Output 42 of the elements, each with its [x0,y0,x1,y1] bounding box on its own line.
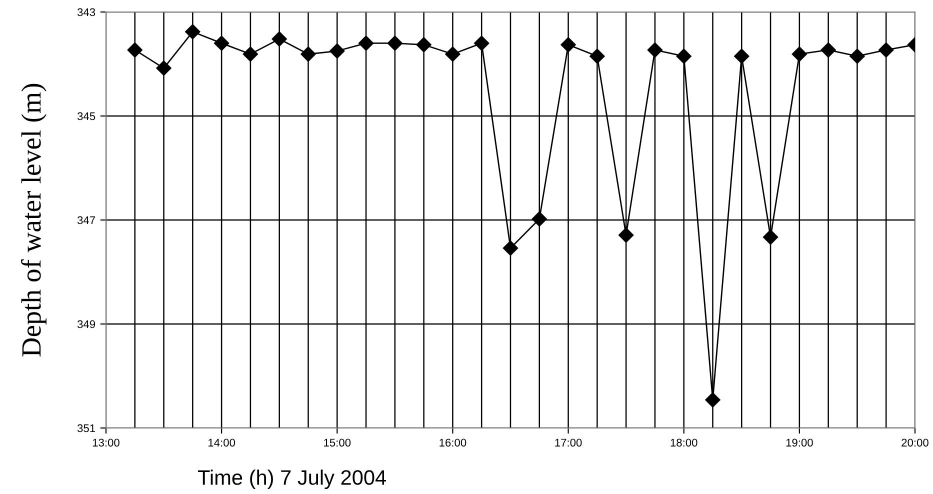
x-tick-label: 20:00 [902,438,928,447]
point [532,211,547,227]
x-tick-label: 13:00 [92,438,120,447]
point [647,42,663,58]
point [127,42,142,58]
y-tick-label: 347 [77,216,96,224]
x-tick-label: 16:00 [440,438,466,447]
x-tick-label: 18:00 [670,438,698,447]
x-tick-label: 14:00 [208,438,236,447]
point [734,48,750,64]
point [850,48,865,64]
point [820,42,836,58]
point [185,24,200,40]
point [502,240,518,256]
point [300,46,316,62]
point [705,392,720,408]
point [445,46,460,62]
point [272,31,287,47]
point [387,36,402,51]
point [792,46,807,62]
point [214,36,230,51]
point [156,60,172,76]
y-axis-title: Depth of water level (m) [21,84,46,356]
y-tick-label: 343 [77,8,96,16]
point [560,37,576,52]
point [618,228,634,243]
point [330,43,345,59]
y-tick-label: 345 [77,112,96,120]
x-tick-label: 19:00 [786,438,813,447]
x-axis-title: Time (h) 7 July 2004 [198,470,386,490]
point [474,36,490,51]
point [878,42,894,58]
x-tick-label: 15:00 [324,438,351,447]
point [242,46,258,62]
point [416,37,432,52]
point [590,48,605,64]
point [762,230,778,245]
point [358,36,374,51]
point [676,48,692,64]
y-tick-label: 349 [77,320,96,328]
x-tick-label: 17:00 [555,438,582,447]
y-tick-label: 351 [77,424,96,432]
